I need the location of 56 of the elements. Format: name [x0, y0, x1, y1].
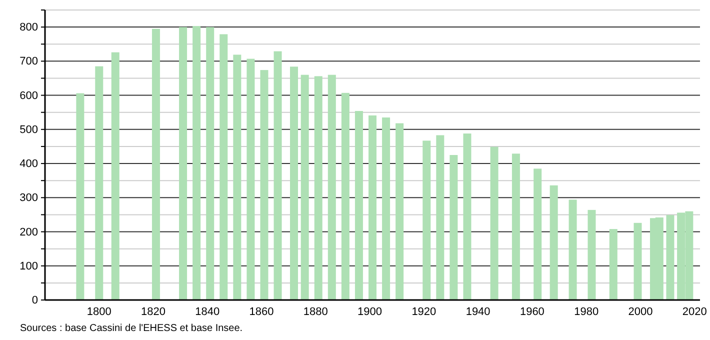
bar [192, 26, 201, 300]
y-tick-label: 0 [32, 294, 38, 307]
bar [152, 28, 160, 300]
bar [512, 154, 520, 300]
bar [354, 110, 363, 300]
y-tick-label: 200 [20, 226, 38, 238]
bar [341, 92, 350, 300]
bar [95, 66, 104, 300]
x-tick-label: 1860 [249, 306, 274, 318]
bar [436, 135, 444, 300]
x-tick-label: 1840 [195, 306, 220, 318]
bar [314, 76, 322, 300]
y-tick-label: 600 [20, 90, 38, 102]
y-tick-label: 300 [20, 192, 38, 204]
bar [609, 229, 618, 300]
bar [666, 215, 674, 300]
bar [246, 58, 255, 300]
bar [588, 210, 596, 300]
x-tick-label: 2000 [628, 306, 653, 318]
x-tick-label: 1880 [303, 306, 328, 318]
y-tick-label: 400 [20, 158, 38, 170]
bar [534, 168, 542, 300]
x-tick-label: 1960 [520, 306, 544, 318]
source-note: Sources : base Cassini de l'EHESS et base Insee. [20, 323, 243, 334]
bar [368, 115, 376, 300]
x-tick-label: 1940 [466, 306, 490, 318]
y-tick-label: 100 [20, 260, 38, 272]
bar [260, 70, 268, 300]
bar [450, 155, 458, 300]
x-tick-label: 2020 [682, 306, 707, 318]
bar [490, 146, 498, 300]
bar [422, 140, 431, 300]
x-tick-label: 1800 [86, 306, 112, 318]
bar [179, 27, 188, 300]
bar [220, 34, 228, 300]
x-tick-label: 1900 [358, 306, 382, 318]
bar [76, 93, 84, 300]
x-tick-label: 1920 [412, 306, 436, 318]
y-tick-label: 800 [20, 22, 38, 34]
bar [396, 123, 404, 300]
y-tick-label: 500 [20, 124, 38, 136]
x-tick-label: 1980 [574, 306, 599, 318]
y-tick-label: 700 [20, 56, 38, 68]
bar [328, 74, 336, 300]
bar [111, 52, 120, 300]
bar [290, 66, 298, 300]
bar [634, 222, 642, 300]
bar [382, 117, 390, 300]
bar [300, 74, 309, 300]
bar [463, 134, 472, 300]
bar [206, 27, 214, 300]
bar [233, 54, 242, 300]
bar [274, 51, 282, 300]
x-tick-label: 1820 [141, 306, 166, 318]
bar [550, 185, 558, 300]
bar [568, 200, 577, 300]
